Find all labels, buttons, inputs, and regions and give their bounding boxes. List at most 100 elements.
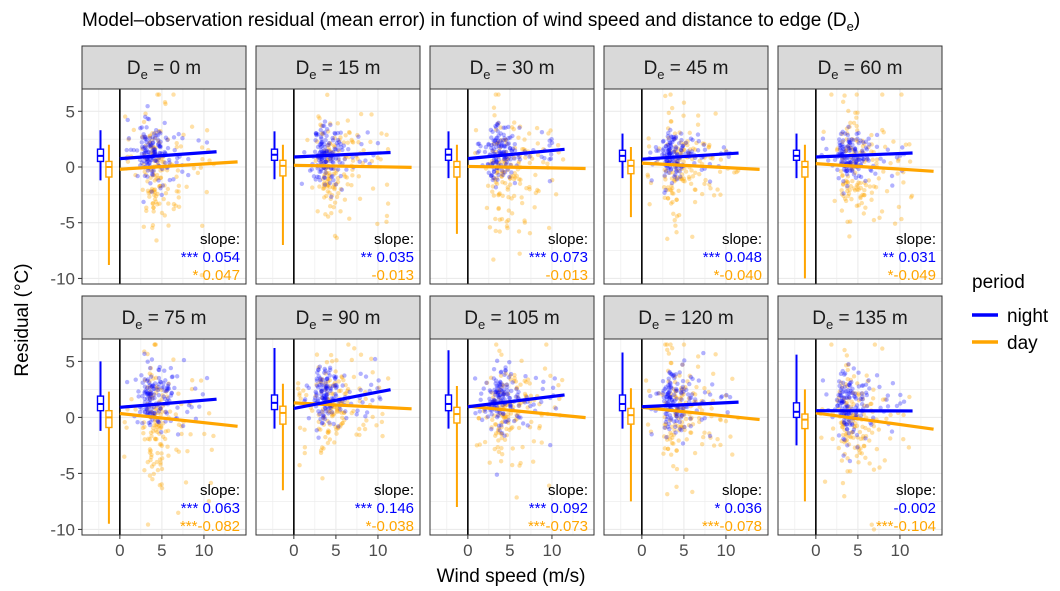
day-point [692, 147, 698, 152]
day-point [491, 193, 497, 198]
night-point [494, 140, 500, 146]
day-point [838, 169, 844, 174]
night-point [324, 376, 330, 381]
day-point [153, 145, 158, 150]
night-point [135, 420, 140, 425]
x-tick-label: 10 [368, 541, 387, 560]
day-point [503, 402, 509, 408]
day-point [148, 448, 153, 453]
night-point [147, 395, 152, 400]
day-point [159, 485, 165, 491]
night-point [162, 120, 167, 126]
night-point [494, 159, 499, 164]
day-point [160, 393, 165, 398]
night-point [319, 156, 324, 162]
day-point [496, 449, 502, 455]
day-point [147, 141, 152, 146]
day-point [669, 432, 674, 438]
day-point [895, 171, 900, 176]
night-point [508, 157, 513, 162]
night-point [507, 145, 513, 151]
night-point [143, 136, 148, 142]
day-point [314, 139, 320, 144]
day-point [518, 177, 523, 182]
night-point [147, 365, 153, 371]
day-point [199, 273, 204, 278]
day-point [147, 450, 153, 455]
day-point [338, 186, 344, 192]
day-point [341, 140, 347, 145]
night-point [490, 177, 495, 183]
day-point [156, 92, 162, 97]
night-point [878, 156, 883, 161]
night-point [679, 427, 684, 433]
day-point [325, 182, 330, 187]
night-point [146, 390, 151, 396]
day-point [494, 141, 500, 147]
day-point [334, 235, 339, 241]
day-point [195, 170, 201, 176]
night-point [677, 169, 682, 174]
night-point [324, 392, 329, 397]
day-point [337, 406, 342, 411]
day-point [840, 480, 846, 486]
day-point [685, 142, 690, 148]
day-point [164, 394, 170, 399]
day-point [496, 205, 501, 211]
night-point [162, 149, 167, 155]
night-point [851, 156, 856, 162]
night-point [502, 157, 507, 162]
day-point [189, 386, 195, 392]
night-point [679, 137, 684, 143]
night-point [328, 388, 333, 394]
night-point [510, 146, 516, 151]
night-point [324, 150, 329, 155]
day-point [668, 187, 673, 192]
night-point [702, 416, 707, 421]
day-point [160, 167, 166, 172]
day-point [154, 437, 159, 442]
day-point [860, 143, 866, 149]
facet-strip [429, 295, 595, 340]
day-point [677, 151, 683, 156]
day-point [556, 383, 561, 388]
night-point [124, 379, 130, 385]
night-point [495, 390, 501, 395]
day-point [497, 410, 503, 415]
day-point [671, 463, 676, 469]
day-point [496, 192, 502, 197]
night-point [148, 389, 154, 395]
night-point [836, 433, 842, 438]
day-point [358, 111, 364, 117]
day-point [860, 192, 865, 198]
day-point [688, 430, 694, 435]
day-point [153, 193, 159, 199]
day-point [869, 142, 874, 147]
day-point [864, 157, 869, 162]
day-point [862, 159, 867, 164]
day-point [692, 392, 698, 397]
y-tick-label: 0 [66, 158, 75, 177]
day-point [854, 203, 860, 209]
night-point [336, 156, 341, 161]
day-point [158, 412, 163, 417]
day-point [145, 459, 150, 465]
day-point [514, 173, 520, 179]
night-point [186, 172, 191, 178]
night-point [701, 350, 706, 356]
night-point [667, 151, 672, 157]
day-point [662, 446, 668, 451]
day-point [678, 176, 683, 182]
day-point [325, 183, 331, 188]
night-point [494, 415, 500, 420]
night-point [333, 393, 339, 399]
day-point [500, 419, 505, 425]
day-point [672, 218, 677, 223]
day-point [664, 187, 670, 193]
day-point [550, 177, 555, 183]
facet-strip-label: De = 75 m [122, 308, 207, 332]
day-point [476, 416, 481, 421]
day-point [690, 234, 695, 240]
night-point [322, 416, 328, 422]
day-point [869, 149, 874, 154]
